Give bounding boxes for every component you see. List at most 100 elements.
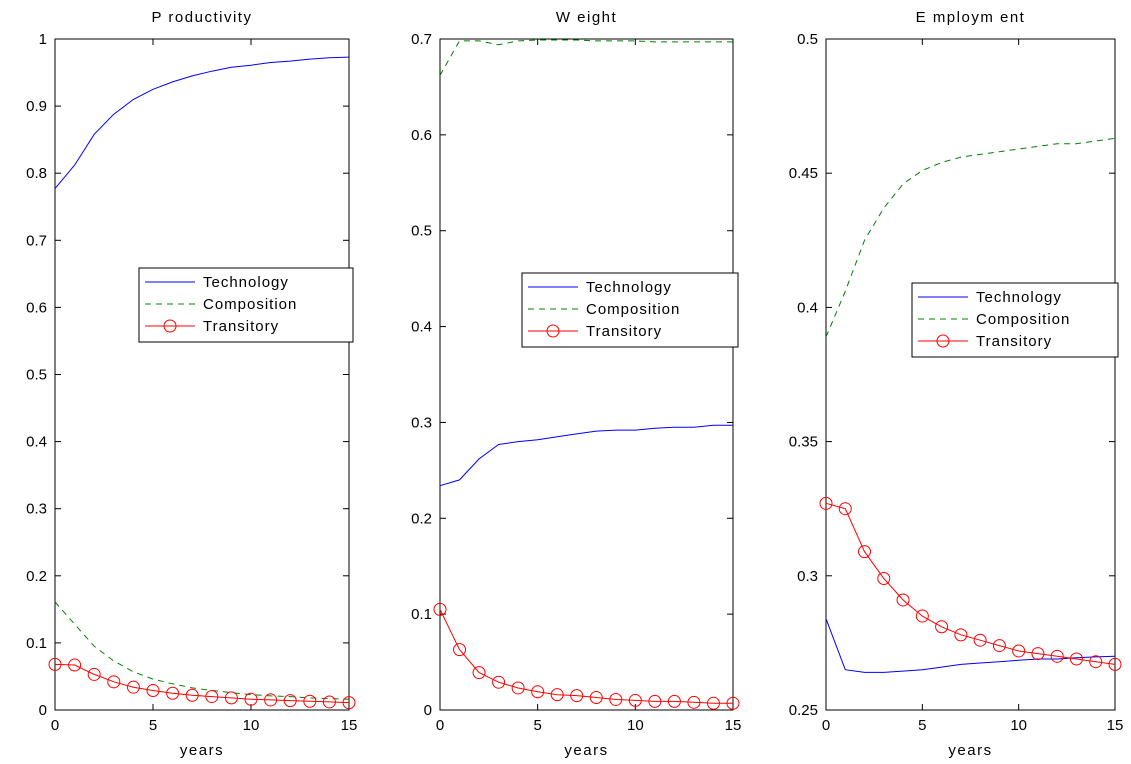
legend-label-transitory: Transitory xyxy=(586,323,662,340)
panel-title: E mploym ent xyxy=(916,9,1026,26)
panel-title: P roductivity xyxy=(152,9,253,26)
legend-marker xyxy=(546,324,560,338)
series-point-transitory xyxy=(107,675,121,689)
series-point-transitory xyxy=(973,633,987,647)
legend-label-composition: Composition xyxy=(203,296,297,313)
series-point-transitory xyxy=(687,695,701,709)
series-point-transitory xyxy=(648,694,662,708)
y-tick-label: 0.7 xyxy=(411,31,432,48)
legend-label-technology: Technology xyxy=(203,274,289,291)
series-line-technology xyxy=(439,424,733,487)
legend: Technology Composition Transitory xyxy=(521,272,739,348)
y-tick-label: 0 xyxy=(39,702,47,719)
series-point-transitory xyxy=(706,696,720,710)
y-tick-label: 0.5 xyxy=(26,367,47,384)
series-point-transitory xyxy=(472,666,486,680)
series-point-transitory xyxy=(322,695,336,709)
series-point-transitory xyxy=(205,690,219,704)
series-line-technology xyxy=(54,56,350,189)
axes-box xyxy=(54,38,350,711)
legend-box xyxy=(911,282,1119,358)
axes-box xyxy=(439,38,734,711)
series-point-transitory xyxy=(453,643,467,657)
series-point-transitory xyxy=(166,686,180,700)
series-point-transitory xyxy=(1050,649,1064,663)
series-point-transitory xyxy=(877,571,891,585)
legend-label-transitory: Transitory xyxy=(976,333,1052,350)
series-point-transitory xyxy=(726,696,740,710)
series-point-transitory xyxy=(628,693,642,707)
series-line-transitory xyxy=(825,502,1116,665)
series-point-transitory xyxy=(492,675,506,689)
series-point-transitory xyxy=(531,685,545,699)
series-point-transitory xyxy=(283,694,297,708)
panel-3: E mploym ent 0 5 10 15 0.25 0.3 0.35 0.4 0.45 0.5 y… xyxy=(789,9,1124,759)
x-axis-label: years xyxy=(564,742,608,759)
y-tick-label: 0.8 xyxy=(26,165,47,182)
y-tick-label: 0.1 xyxy=(26,635,47,652)
x-axis-label: years xyxy=(948,742,992,759)
series-line-composition xyxy=(825,137,1116,338)
x-tick-label: 15 xyxy=(1107,717,1124,734)
series-point-transitory xyxy=(244,692,258,706)
y-tick-label: 0.9 xyxy=(26,98,47,115)
panel-title: W eight xyxy=(556,9,617,26)
y-tick-label: 0.5 xyxy=(797,31,818,48)
series-point-transitory xyxy=(1012,644,1026,658)
series-point-transitory xyxy=(1069,652,1083,666)
series-point-transitory xyxy=(609,692,623,706)
y-tick-label: 0.5 xyxy=(411,223,432,240)
y-tick-label: 0.1 xyxy=(411,606,432,623)
series-line-composition xyxy=(439,39,733,76)
legend: Technology Composition Transitory xyxy=(138,267,354,343)
x-tick-label: 10 xyxy=(243,717,260,734)
y-tick-label: 0.6 xyxy=(411,127,432,144)
x-tick-label: 5 xyxy=(918,717,926,734)
series-point-transitory xyxy=(992,639,1006,653)
y-tick-label: 0 xyxy=(424,702,432,719)
series-line-composition xyxy=(54,601,350,700)
series-point-transitory xyxy=(570,689,584,703)
y-tick-label: 0.3 xyxy=(797,568,818,585)
series-point-transitory xyxy=(68,658,82,672)
series-line-technology xyxy=(825,618,1116,673)
x-axis-label: years xyxy=(180,742,224,759)
y-tick-label: 0.45 xyxy=(789,165,818,182)
x-tick-label: 10 xyxy=(627,717,644,734)
x-tick-label: 0 xyxy=(51,717,59,734)
legend-marker xyxy=(936,334,950,348)
series-point-transitory xyxy=(838,502,852,516)
x-tick-label: 15 xyxy=(341,717,358,734)
series-point-transitory xyxy=(185,688,199,702)
series-point-transitory xyxy=(819,496,833,510)
series-point-transitory xyxy=(858,545,872,559)
series-point-transitory xyxy=(667,694,681,708)
series-point-transitory xyxy=(589,691,603,705)
y-tick-label: 0.4 xyxy=(26,434,47,451)
x-tick-label: 10 xyxy=(1010,717,1027,734)
legend-marker xyxy=(163,319,177,333)
series-point-transitory xyxy=(935,620,949,634)
panel-1: P roductivity 0 5 10 15 0 0.1 0.2 0.3 0.4 0.5 0.6 0.… xyxy=(26,9,357,759)
x-tick-label: 15 xyxy=(725,717,742,734)
x-tick-label: 0 xyxy=(436,717,444,734)
series-line-transitory xyxy=(439,609,733,704)
y-tick-label: 0.35 xyxy=(789,434,818,451)
legend: Technology Composition Transitory xyxy=(911,282,1119,358)
series-point-transitory xyxy=(954,628,968,642)
x-tick-label: 5 xyxy=(149,717,157,734)
series-point-transitory xyxy=(87,667,101,681)
series-point-transitory xyxy=(1031,647,1045,661)
y-tick-label: 0.25 xyxy=(789,702,818,719)
legend-label-composition: Composition xyxy=(976,311,1070,328)
legend-label-composition: Composition xyxy=(586,301,680,318)
series-point-transitory xyxy=(48,657,62,671)
x-tick-label: 0 xyxy=(822,717,830,734)
y-tick-label: 0.2 xyxy=(411,510,432,527)
axes-box xyxy=(825,38,1116,711)
panel-2: W eight 0 5 10 15 0 0.1 0.2 0.3 0.4 0.5 0.6 0.7 years… xyxy=(411,9,741,759)
y-tick-label: 0.3 xyxy=(26,501,47,518)
series-point-transitory xyxy=(915,609,929,623)
x-tick-label: 5 xyxy=(533,717,541,734)
